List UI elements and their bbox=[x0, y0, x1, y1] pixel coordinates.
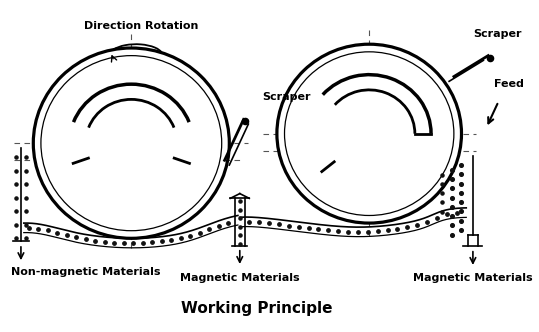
Point bbox=[186, 233, 195, 238]
Point bbox=[438, 190, 447, 196]
Point bbox=[438, 209, 447, 214]
Text: Magnetic Materials: Magnetic Materials bbox=[180, 273, 300, 283]
Point bbox=[448, 167, 457, 172]
Point bbox=[344, 229, 353, 234]
Point bbox=[236, 199, 244, 204]
Point bbox=[403, 225, 412, 230]
Point bbox=[236, 224, 244, 229]
Point bbox=[12, 195, 20, 201]
Point bbox=[314, 226, 323, 232]
Text: Magnetic Materials: Magnetic Materials bbox=[413, 273, 533, 283]
Text: Non-magnetic Materials: Non-magnetic Materials bbox=[11, 267, 161, 277]
Point bbox=[443, 212, 451, 217]
Point bbox=[457, 172, 466, 177]
Point bbox=[22, 236, 30, 241]
Point bbox=[334, 228, 342, 234]
Point bbox=[236, 207, 244, 212]
Point bbox=[22, 182, 30, 187]
Point bbox=[241, 119, 250, 124]
Ellipse shape bbox=[33, 48, 229, 238]
Point bbox=[374, 228, 382, 234]
Point bbox=[157, 239, 166, 244]
Point bbox=[245, 219, 254, 224]
Point bbox=[457, 227, 466, 232]
Point bbox=[433, 215, 441, 220]
Point bbox=[448, 195, 457, 200]
Point bbox=[294, 224, 303, 229]
Point bbox=[457, 200, 466, 205]
Point bbox=[43, 228, 52, 233]
Point bbox=[448, 186, 457, 191]
Point bbox=[22, 155, 30, 160]
Point bbox=[12, 168, 20, 174]
Point bbox=[22, 168, 30, 174]
Point bbox=[12, 236, 20, 241]
Ellipse shape bbox=[277, 44, 461, 223]
Point bbox=[448, 232, 457, 237]
Point bbox=[22, 195, 30, 201]
Point bbox=[236, 216, 244, 221]
Point bbox=[457, 190, 466, 196]
Point bbox=[457, 218, 466, 223]
Point bbox=[81, 237, 90, 242]
Point bbox=[255, 220, 264, 225]
Point bbox=[438, 172, 447, 177]
Point bbox=[196, 230, 204, 235]
Point bbox=[452, 210, 461, 216]
Point bbox=[457, 162, 466, 168]
Point bbox=[448, 213, 457, 219]
Point bbox=[354, 229, 362, 234]
Point bbox=[176, 236, 185, 241]
Text: Scraper: Scraper bbox=[473, 30, 521, 40]
Point bbox=[285, 223, 293, 228]
Text: Feed: Feed bbox=[494, 79, 524, 89]
Point bbox=[139, 240, 147, 246]
Ellipse shape bbox=[274, 42, 464, 226]
Text: Direction Rotation: Direction Rotation bbox=[84, 21, 198, 31]
Point bbox=[224, 220, 233, 225]
Point bbox=[12, 155, 20, 160]
Point bbox=[119, 240, 128, 246]
Point bbox=[22, 222, 30, 227]
Text: Working Principle: Working Principle bbox=[181, 301, 332, 316]
Point bbox=[363, 229, 372, 234]
Point bbox=[457, 181, 466, 186]
Point bbox=[383, 227, 392, 233]
Point bbox=[167, 237, 176, 243]
Text: Scraper: Scraper bbox=[262, 92, 311, 102]
Point bbox=[275, 222, 284, 227]
Point bbox=[129, 240, 137, 246]
Point bbox=[423, 219, 431, 224]
Point bbox=[438, 181, 447, 187]
Point bbox=[438, 200, 447, 205]
Point bbox=[236, 241, 244, 247]
Point bbox=[12, 209, 20, 214]
Point bbox=[100, 239, 109, 244]
Point bbox=[22, 209, 30, 214]
Point bbox=[215, 223, 223, 228]
Point bbox=[304, 225, 313, 231]
Point bbox=[457, 208, 466, 214]
Point bbox=[413, 222, 421, 228]
Point bbox=[265, 221, 273, 226]
Point bbox=[448, 204, 457, 209]
Point bbox=[324, 228, 333, 233]
Point bbox=[148, 240, 156, 245]
Point bbox=[72, 235, 80, 240]
Ellipse shape bbox=[30, 45, 232, 241]
Point bbox=[53, 230, 61, 235]
Point bbox=[205, 226, 213, 232]
Point bbox=[110, 240, 119, 245]
Point bbox=[448, 223, 457, 228]
Point bbox=[393, 226, 402, 232]
Point bbox=[24, 225, 33, 230]
Point bbox=[12, 182, 20, 187]
Point bbox=[34, 226, 43, 231]
Point bbox=[12, 222, 20, 227]
Point bbox=[486, 55, 494, 60]
Point bbox=[236, 233, 244, 238]
Point bbox=[91, 238, 100, 243]
Point bbox=[63, 233, 71, 238]
Point bbox=[448, 176, 457, 182]
